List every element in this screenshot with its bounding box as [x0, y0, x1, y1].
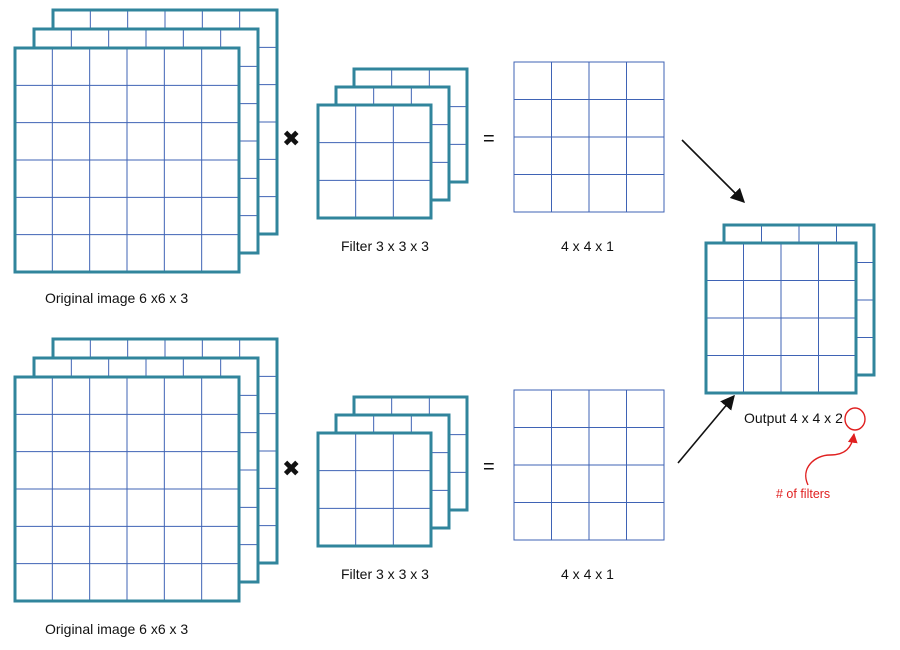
result-caption-bottom: 4 x 4 x 1 — [561, 566, 614, 582]
arrow-bottom-to-output — [677, 394, 735, 464]
image-caption-top: Original image 6 x6 x 3 — [45, 290, 189, 306]
result-caption-top: 4 x 4 x 1 — [561, 238, 614, 254]
output-caption-prefix: Output 4 x 4 x — [744, 410, 836, 426]
multiply-icon-top: ✖ — [282, 126, 301, 151]
annotation-arrow — [805, 433, 858, 486]
output-volume-layer-1 — [704, 241, 858, 395]
filter-bottom-layer-1 — [316, 431, 433, 548]
input-image-bottom-layer-1 — [13, 375, 241, 603]
output-depth-value: 2 — [835, 410, 843, 426]
input-image-top-layer-1 — [13, 46, 241, 274]
result-grid-bottom — [513, 389, 665, 541]
filter-caption-top: Filter 3 x 3 x 3 — [341, 238, 429, 254]
filter-top-layer-1 — [316, 103, 433, 220]
arrow-top-to-output — [681, 139, 746, 204]
output-caption: Output 4 x 4 x 2 — [744, 410, 843, 426]
multiply-icon-bottom: ✖ — [282, 456, 301, 481]
equals-icon-top: = — [483, 128, 495, 150]
equals-icon-bottom: = — [483, 456, 495, 478]
filters-annotation: # of filters — [776, 487, 831, 501]
filter-caption-bottom: Filter 3 x 3 x 3 — [341, 566, 429, 582]
depth-circle — [844, 407, 866, 431]
result-grid-top — [513, 61, 665, 213]
image-caption-bottom: Original image 6 x6 x 3 — [45, 621, 189, 637]
